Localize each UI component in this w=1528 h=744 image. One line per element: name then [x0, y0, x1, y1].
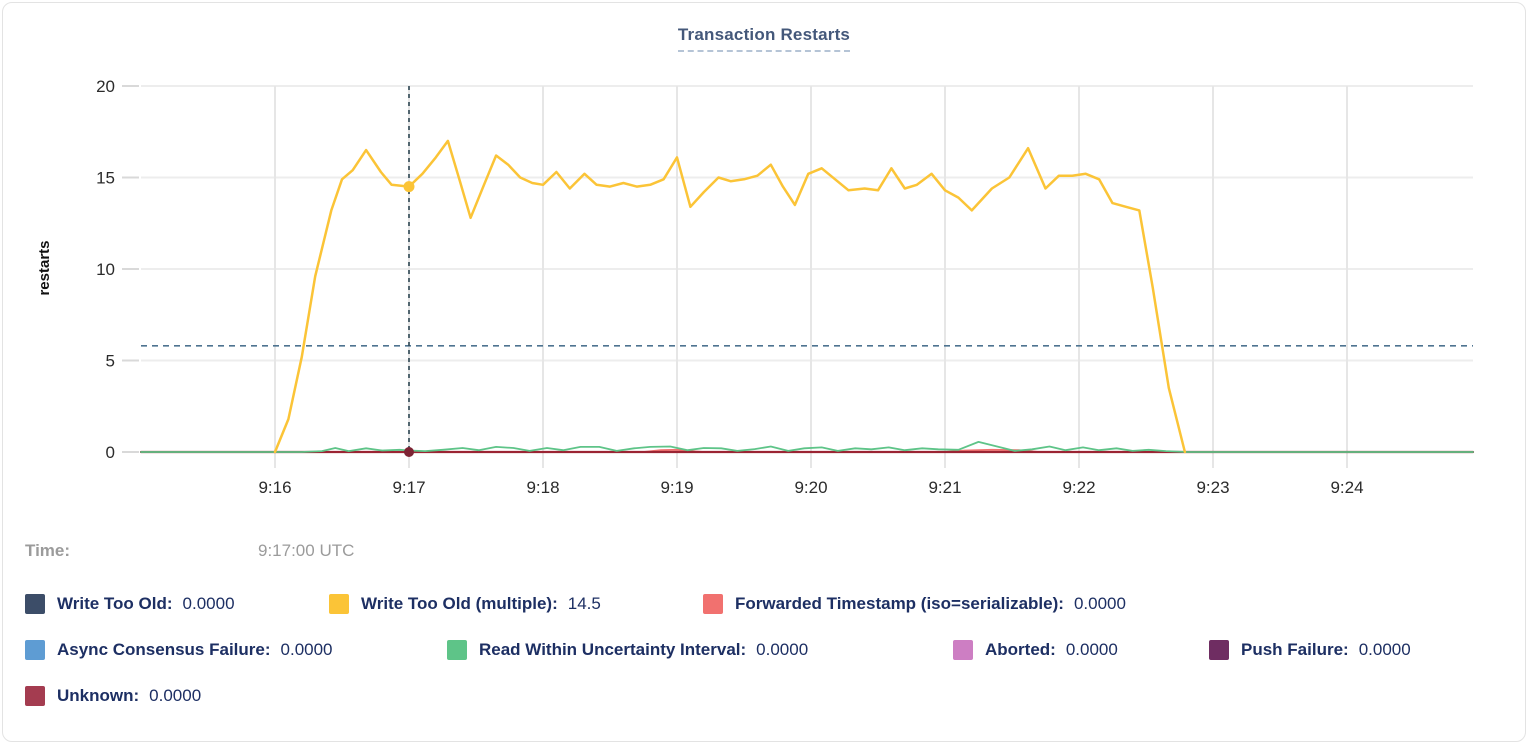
transaction-restarts-chart[interactable]: 0 5 10 15 20 9:16 9:17 9:18 9:19 9:20 9:21 9:22 9:23…: [3, 58, 1526, 508]
legend-label: Push Failure:: [1241, 640, 1349, 659]
legend-swatch-push-failure: [1209, 640, 1229, 660]
time-value: 9:17:00 UTC: [258, 541, 355, 560]
legend-item-write-too-old-multiple: Write Too Old (multiple): 14.5: [329, 594, 703, 614]
x-tick-label: 9:17: [392, 478, 425, 497]
legend-item-unknown: Unknown: 0.0000: [25, 686, 201, 706]
hover-time-row: Time: 9:17:00 UTC: [25, 541, 354, 561]
legend-item-aborted: Aborted: 0.0000: [953, 640, 1209, 660]
x-tick-label: 9:18: [526, 478, 559, 497]
time-label: Time:: [25, 541, 71, 560]
legend-label: Forwarded Timestamp (iso=serializable):: [735, 594, 1064, 613]
x-tick-label: 9:19: [660, 478, 693, 497]
x-tick-label: 9:24: [1330, 478, 1363, 497]
x-tick-label: 9:23: [1196, 478, 1229, 497]
zero-dot: [404, 447, 414, 457]
x-tick-label: 9:21: [928, 478, 961, 497]
legend-value: 0.0000: [182, 594, 235, 613]
legend-item-read-within-uncertainty-interval: Read Within Uncertainty Interval: 0.0000: [447, 640, 953, 660]
chart-title[interactable]: Transaction Restarts: [677, 25, 851, 52]
legend-value: 0.0000: [756, 640, 809, 659]
y-tick-label: 15: [96, 169, 115, 188]
legend-value: 0.0000: [1358, 640, 1411, 659]
x-tick-label: 9:20: [794, 478, 827, 497]
legend-label: Unknown:: [57, 686, 140, 705]
legend-item-push-failure: Push Failure: 0.0000: [1209, 640, 1411, 660]
legend-value: 0.0000: [149, 686, 202, 705]
legend-value: 0.0000: [280, 640, 333, 659]
y-tick-label: 10: [96, 260, 115, 279]
x-tick-label: 9:16: [258, 478, 291, 497]
x-tick-label: 9:22: [1062, 478, 1095, 497]
legend-row: Unknown: 0.0000: [25, 685, 1515, 707]
legend-label: Write Too Old:: [57, 594, 173, 613]
legend-swatch-read-within-uncertainty-interval: [447, 640, 467, 660]
legend-swatch-write-too-old-multiple: [329, 594, 349, 614]
legend-item-forwarded-timestamp-iso-serializable: Forwarded Timestamp (iso=serializable): 0…: [703, 594, 1126, 614]
legend-label: Aborted:: [985, 640, 1056, 659]
legend-row: Write Too Old: 0.0000 Write Too Old (multi…: [25, 593, 1515, 615]
y-tick-label: 5: [106, 352, 115, 371]
legend-value: 14.5: [567, 594, 601, 613]
legend-value: 0.0000: [1065, 640, 1118, 659]
legend-swatch-aborted: [953, 640, 973, 660]
y-axis-title: restarts: [36, 240, 53, 295]
legend-swatch-async-consensus-failure: [25, 640, 45, 660]
series-line-write-too-old-multiple-: [273, 139, 1187, 454]
chart-header: Transaction Restarts: [3, 25, 1525, 52]
legend-item-async-consensus-failure: Async Consensus Failure: 0.0000: [25, 640, 447, 660]
legend-value: 0.0000: [1073, 594, 1126, 613]
legend-label: Async Consensus Failure:: [57, 640, 271, 659]
y-tick-label: 20: [96, 77, 115, 96]
legend-swatch-unknown: [25, 686, 45, 706]
legend-swatch-forwarded-timestamp-iso-serializable: [703, 594, 723, 614]
legend-item-write-too-old: Write Too Old: 0.0000: [25, 594, 329, 614]
y-tick-label: 0: [106, 443, 115, 462]
legend-row: Async Consensus Failure: 0.0000 Read Withi…: [25, 639, 1515, 661]
chart-legend: Write Too Old: 0.0000 Write Too Old (multi…: [25, 593, 1515, 731]
series-line-read-within-uncertainty-interval: [140, 440, 1474, 453]
hover-dot: [403, 181, 415, 193]
legend-swatch-write-too-old: [25, 594, 45, 614]
legend-label: Read Within Uncertainty Interval:: [479, 640, 747, 659]
legend-label: Write Too Old (multiple):: [361, 594, 558, 613]
